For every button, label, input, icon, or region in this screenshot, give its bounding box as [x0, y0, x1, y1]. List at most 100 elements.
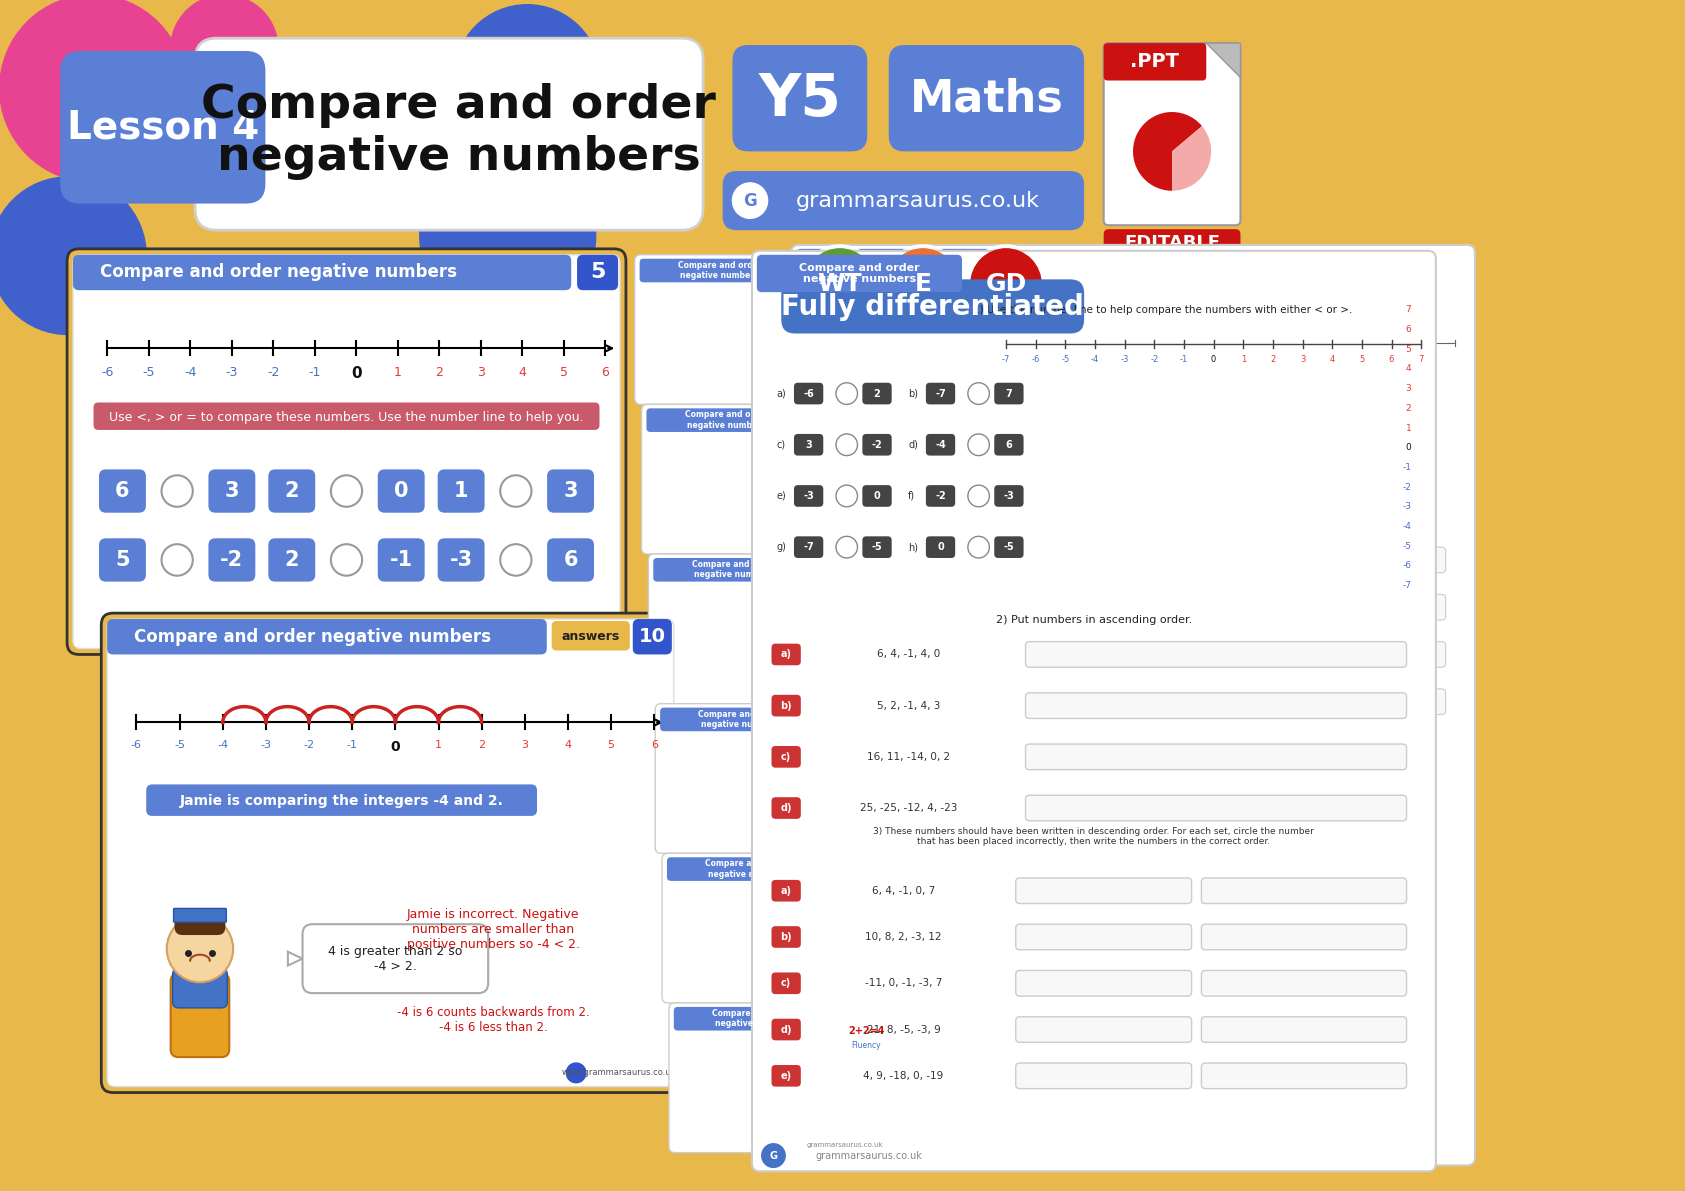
Text: 5, 2, -1, 4, 3: 5, 2, -1, 4, 3 — [1104, 603, 1163, 612]
Text: grammarsaurus.co.uk: grammarsaurus.co.uk — [778, 543, 856, 549]
Text: 2: 2 — [285, 550, 298, 570]
Text: 7: 7 — [1419, 355, 1424, 364]
FancyBboxPatch shape — [794, 434, 824, 456]
FancyBboxPatch shape — [642, 405, 992, 554]
Circle shape — [967, 536, 989, 557]
Text: -1: -1 — [1402, 463, 1412, 472]
FancyBboxPatch shape — [772, 643, 800, 666]
FancyBboxPatch shape — [99, 469, 147, 512]
FancyBboxPatch shape — [649, 554, 1001, 704]
Text: G: G — [743, 192, 757, 210]
FancyBboxPatch shape — [733, 45, 868, 151]
FancyBboxPatch shape — [61, 51, 266, 204]
Text: -7: -7 — [1003, 355, 1011, 364]
FancyBboxPatch shape — [667, 858, 827, 881]
Text: 4: 4 — [1405, 364, 1412, 374]
Circle shape — [971, 249, 1041, 319]
Circle shape — [566, 1064, 586, 1083]
Text: -2: -2 — [221, 550, 243, 570]
Text: -3: -3 — [1004, 491, 1014, 501]
Text: 2+2=4: 2+2=4 — [834, 727, 871, 736]
Text: 6, 4, -1, 0, 7: 6, 4, -1, 0, 7 — [871, 886, 935, 896]
Text: 6: 6 — [650, 740, 657, 750]
FancyBboxPatch shape — [925, 382, 955, 405]
Text: 3: 3 — [224, 481, 239, 501]
Text: 5: 5 — [590, 262, 605, 282]
FancyBboxPatch shape — [1016, 1064, 1191, 1089]
Text: Fluency: Fluency — [817, 293, 848, 301]
FancyBboxPatch shape — [782, 280, 1083, 333]
Text: .PPT: .PPT — [1131, 52, 1179, 71]
Text: c): c) — [777, 439, 785, 450]
FancyBboxPatch shape — [795, 249, 1001, 286]
FancyBboxPatch shape — [794, 536, 824, 557]
Text: 1: 1 — [435, 740, 441, 750]
Text: Compare and order
negative numbers: Compare and order negative numbers — [677, 261, 762, 280]
Text: 2) Put numbers in ascending order.: 2) Put numbers in ascending order. — [996, 615, 1191, 625]
Text: -3: -3 — [261, 740, 271, 750]
Circle shape — [805, 249, 875, 319]
Text: 2+2=4: 2+2=4 — [821, 426, 858, 437]
FancyBboxPatch shape — [1026, 693, 1407, 718]
Text: -5: -5 — [1004, 542, 1014, 553]
Text: 0: 0 — [873, 491, 880, 501]
Text: E: E — [898, 1117, 908, 1133]
Wedge shape — [1173, 126, 1212, 191]
Text: Compare and order
negative numbers: Compare and order negative numbers — [713, 1009, 795, 1028]
FancyBboxPatch shape — [195, 38, 703, 230]
FancyBboxPatch shape — [108, 619, 548, 655]
FancyBboxPatch shape — [863, 382, 891, 405]
Circle shape — [0, 177, 147, 335]
Text: -3: -3 — [804, 491, 814, 501]
Text: -2: -2 — [1151, 355, 1158, 364]
FancyBboxPatch shape — [1083, 642, 1446, 667]
Text: E: E — [871, 519, 881, 534]
Text: a): a) — [780, 649, 792, 660]
FancyBboxPatch shape — [108, 619, 674, 1086]
FancyBboxPatch shape — [723, 172, 1083, 230]
FancyBboxPatch shape — [1201, 971, 1407, 996]
Text: Use <, > or = to compare these numbers. Use the number line to help you.: Use <, > or = to compare these numbers. … — [110, 411, 583, 424]
Text: 0: 0 — [937, 542, 944, 553]
Text: 4, 9, -18, 0, -19: 4, 9, -18, 0, -19 — [863, 1071, 944, 1080]
Text: answers: answers — [561, 630, 620, 643]
Circle shape — [967, 485, 989, 507]
Text: d): d) — [780, 1024, 792, 1035]
FancyBboxPatch shape — [1201, 1064, 1407, 1089]
Text: Compare and order negative numbers: Compare and order negative numbers — [133, 628, 490, 646]
Circle shape — [83, 280, 190, 388]
Text: 5: 5 — [559, 366, 568, 379]
FancyBboxPatch shape — [1026, 642, 1407, 667]
FancyBboxPatch shape — [805, 262, 859, 316]
Text: 25, -25, -12, 4, -23: 25, -25, -12, 4, -23 — [859, 803, 957, 813]
FancyBboxPatch shape — [888, 45, 1083, 151]
FancyBboxPatch shape — [994, 536, 1023, 557]
Text: 6: 6 — [1405, 325, 1412, 335]
Circle shape — [733, 183, 768, 218]
FancyBboxPatch shape — [826, 711, 880, 765]
Text: 5: 5 — [115, 550, 130, 570]
Circle shape — [868, 804, 912, 848]
Text: WT: WT — [869, 668, 896, 684]
Text: -2: -2 — [935, 491, 945, 501]
FancyBboxPatch shape — [925, 434, 955, 456]
Text: 0: 0 — [350, 366, 362, 381]
Circle shape — [500, 475, 531, 507]
Text: 2: 2 — [873, 388, 880, 399]
Circle shape — [330, 544, 362, 575]
Text: -3: -3 — [450, 550, 473, 570]
Text: 7: 7 — [1006, 388, 1013, 399]
FancyBboxPatch shape — [757, 255, 962, 292]
FancyBboxPatch shape — [669, 1003, 1021, 1153]
Text: grammarsaurus.co.uk: grammarsaurus.co.uk — [807, 1142, 883, 1148]
Text: 1) Use the number line to help compare the numbers with either < or >.: 1) Use the number line to help compare t… — [972, 305, 1351, 314]
FancyBboxPatch shape — [925, 536, 955, 557]
FancyBboxPatch shape — [72, 255, 571, 291]
FancyBboxPatch shape — [655, 704, 1008, 853]
Circle shape — [849, 500, 903, 553]
Text: 6: 6 — [1006, 439, 1013, 450]
Circle shape — [868, 804, 912, 848]
Text: 4 is greater than 2 so
-4 > 2.: 4 is greater than 2 so -4 > 2. — [329, 944, 463, 973]
Text: -3: -3 — [1121, 355, 1129, 364]
Circle shape — [800, 245, 880, 324]
